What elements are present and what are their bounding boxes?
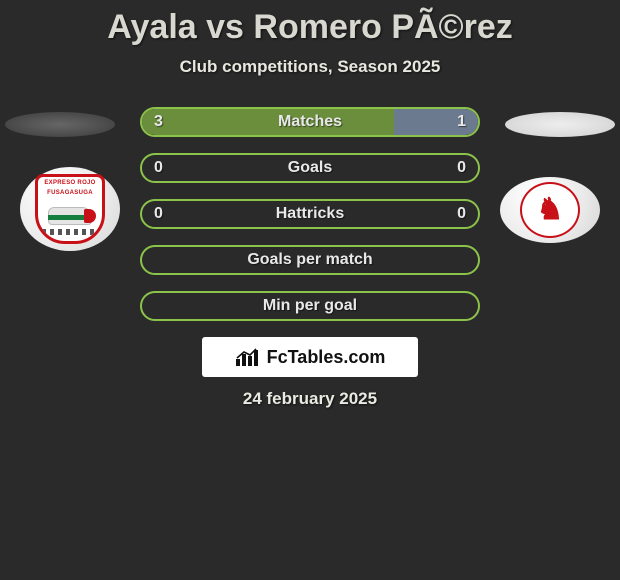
- club-badge-left: EXPRESO ROJO FUSAGASUGA: [20, 167, 120, 251]
- stat-row: Min per goal: [140, 291, 480, 321]
- stat-rows: 3Matches10Goals00Hattricks0Goals per mat…: [140, 107, 480, 321]
- stat-value-right: 0: [457, 159, 466, 177]
- stat-label: Hattricks: [142, 205, 478, 223]
- stat-label: Goals per match: [142, 251, 478, 269]
- train-icon: [42, 203, 98, 235]
- player-left-silhouette: [5, 112, 115, 137]
- stats-area: EXPRESO ROJO FUSAGASUGA ♞ 3Matches10Goal…: [0, 107, 620, 409]
- page-subtitle: Club competitions, Season 2025: [0, 57, 620, 77]
- stat-row: Goals per match: [140, 245, 480, 275]
- comparison-card: Ayala vs Romero PÃ©rez Club competitions…: [0, 0, 620, 409]
- stat-row: 0Goals0: [140, 153, 480, 183]
- stat-value-right: 0: [457, 205, 466, 223]
- player-right-silhouette: [505, 112, 615, 137]
- shield-icon: EXPRESO ROJO FUSAGASUGA: [35, 174, 105, 244]
- stat-row: 3Matches1: [140, 107, 480, 137]
- stat-label: Min per goal: [142, 297, 478, 315]
- stat-row: 0Hattricks0: [140, 199, 480, 229]
- club-left-name: EXPRESO ROJO: [38, 177, 102, 187]
- club-left-subname: FUSAGASUGA: [38, 187, 102, 197]
- page-title: Ayala vs Romero PÃ©rez: [0, 8, 620, 47]
- lion-icon: ♞: [520, 182, 580, 238]
- date-text: 24 february 2025: [0, 389, 620, 409]
- branding-text: FcTables.com: [267, 347, 386, 368]
- bar-chart-icon: [235, 347, 261, 367]
- stat-label: Matches: [142, 113, 478, 131]
- stat-value-right: 1: [457, 113, 466, 131]
- branding-box[interactable]: FcTables.com: [202, 337, 418, 377]
- club-badge-right: ♞: [500, 177, 600, 243]
- stat-label: Goals: [142, 159, 478, 177]
